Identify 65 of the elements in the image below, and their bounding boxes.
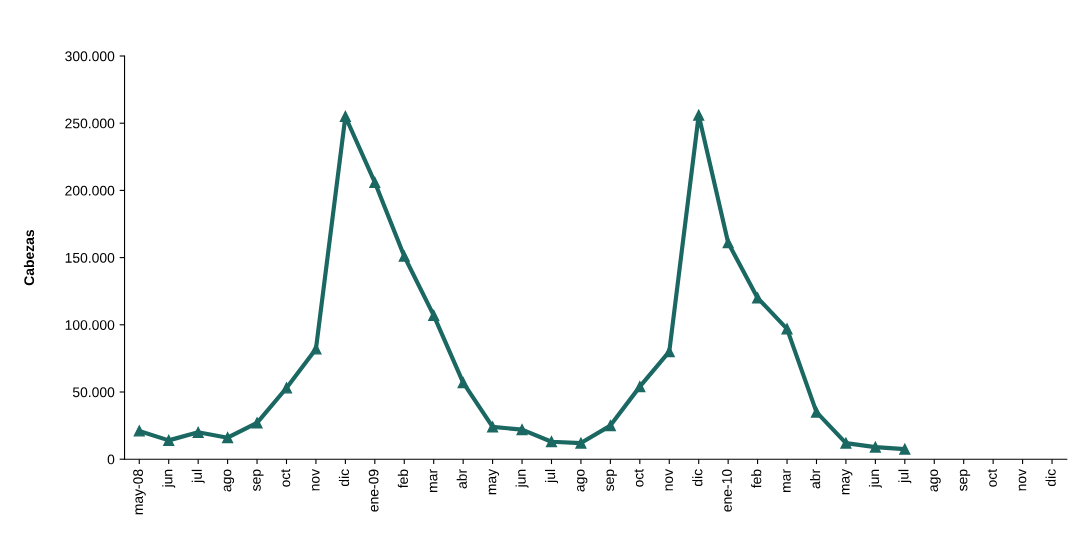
x-tick-label: feb [751, 469, 762, 489]
x-tick-label: ene-09 [368, 469, 379, 512]
x-tick-label: dic [1045, 469, 1056, 487]
x-tick-label: jun [515, 469, 529, 488]
x-tick-label: abr [810, 469, 821, 489]
point [398, 250, 410, 262]
y-tick-label: 150.000 [65, 252, 115, 263]
point [722, 237, 734, 249]
x-tick-label: sep [253, 469, 264, 491]
x-tick-label: jul [898, 469, 912, 484]
x-tick-label: jun [162, 469, 176, 488]
x-tick-label: mar [429, 469, 438, 492]
x-tick-label: nov [665, 468, 673, 491]
y-tick-label: 100.000 [65, 320, 115, 330]
y-axis-title: Cabezas [23, 229, 35, 286]
point [693, 109, 705, 121]
x-tick-label: may [842, 468, 853, 495]
point [428, 309, 440, 321]
x-tick-label: oct [634, 469, 644, 487]
point [339, 110, 351, 123]
x-tick-label: jul [191, 469, 205, 484]
point [487, 421, 499, 433]
y-tick-label: 300.000 [65, 51, 115, 62]
point [575, 437, 587, 449]
point [251, 417, 263, 429]
x-tick-label: dic [692, 469, 703, 487]
point [457, 377, 469, 389]
point [133, 425, 145, 437]
x-tick-label: dic [338, 469, 350, 487]
x-tick-label: may [488, 468, 500, 495]
point [310, 343, 322, 355]
point [516, 424, 528, 436]
point [781, 323, 793, 335]
x-tick-label: oct [987, 469, 997, 487]
x-tick-label: nov [312, 468, 320, 491]
point [222, 432, 234, 444]
x-tick-label: nov [1018, 468, 1027, 491]
y-tick-label: 250.000 [65, 118, 115, 129]
point [192, 426, 204, 438]
x-tick-label: ago [930, 469, 941, 492]
point [280, 382, 293, 394]
x-tick-label: jun [868, 469, 882, 488]
point [840, 437, 852, 449]
y-tick-label: 50.000 [72, 387, 115, 398]
point [545, 436, 558, 448]
y-tick-label: 200.000 [65, 185, 115, 196]
x-tick-label: mar [783, 469, 791, 492]
point [899, 443, 911, 455]
point [604, 420, 616, 432]
x-tick-label: oct [281, 469, 291, 487]
point [163, 434, 175, 446]
x-tick-label: ago [577, 469, 588, 492]
x-tick-label: ago [223, 469, 235, 492]
x-tick-label: sep [606, 469, 617, 491]
point [634, 381, 646, 393]
x-tick-label: abr [456, 469, 467, 489]
x-tick-label: ene-10 [722, 469, 732, 512]
point [369, 176, 381, 188]
x-tick-label: jul [545, 469, 558, 484]
y-tick-label: 0 [107, 454, 115, 465]
x-tick-label: sep [959, 469, 971, 491]
point [869, 441, 881, 453]
point [752, 292, 764, 304]
x-tick-label: may-08 [133, 469, 146, 515]
x-tick-label: feb [397, 469, 408, 489]
